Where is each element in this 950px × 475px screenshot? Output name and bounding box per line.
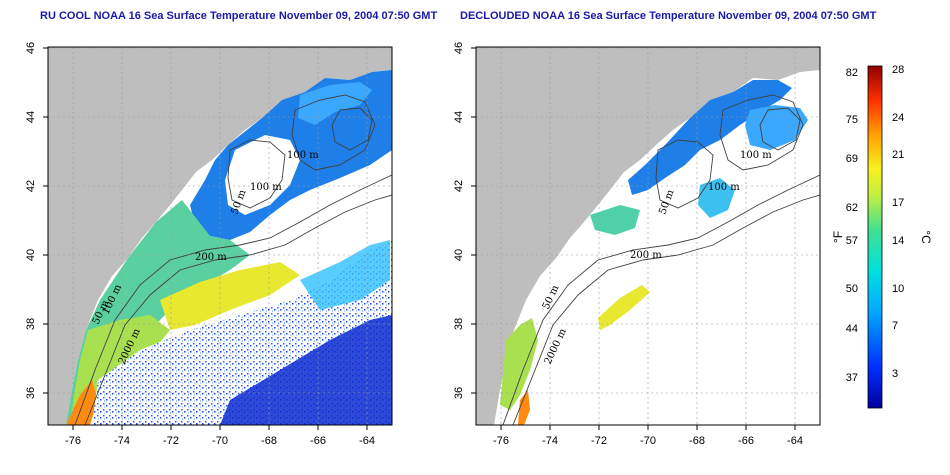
right-lon-label: -76	[493, 435, 509, 447]
left-map-sst-gulfstream	[66, 380, 98, 425]
right-map-sst-georges	[698, 178, 735, 218]
right-map-contours	[502, 94, 820, 425]
celsius-label: 7	[892, 320, 898, 332]
right-map-ticks	[471, 47, 796, 430]
celsius-label: 14	[892, 235, 904, 247]
right-map-sst-shelf-green	[590, 205, 640, 235]
left-lat-label: 44	[25, 111, 37, 123]
left-contour-label-2: 100 m	[250, 182, 282, 193]
left-map-grid	[48, 47, 392, 425]
right-contour-label-1: 100 m	[740, 150, 772, 161]
celsius-label: 3	[892, 368, 898, 380]
left-map-panel: 100 m 100 m 50 m 200 m 50 m 100 m 2000 m…	[25, 42, 393, 447]
right-map-sst-warm-patch	[598, 285, 650, 330]
right-map-grid	[476, 47, 820, 425]
right-lon-label: -70	[640, 435, 656, 447]
left-lon-label: -64	[359, 435, 375, 447]
left-map-title: RU COOL NOAA 16 Sea Surface Temperature …	[40, 10, 438, 22]
fahrenheit-label: 44	[846, 323, 858, 335]
left-lat-label: 42	[25, 180, 37, 192]
colorbar-celsius-scale: 28 24 21 17 14 10 7 3	[892, 64, 904, 380]
left-lat-label: 38	[25, 318, 37, 330]
right-map-land	[476, 47, 820, 425]
right-lat-label: 42	[453, 180, 465, 192]
right-map-sst-nova-scotia	[628, 80, 792, 195]
left-lon-label: -72	[163, 435, 179, 447]
left-lat-label: 46	[25, 42, 37, 54]
celsius-label: 10	[892, 283, 904, 295]
right-lon-label: -68	[689, 435, 705, 447]
right-map-sst-slope-warm	[518, 390, 530, 425]
right-contour-label-4: 200 m	[630, 250, 662, 261]
right-lat-label: 46	[453, 42, 465, 54]
celsius-label: 28	[892, 64, 904, 76]
celsius-label: 17	[892, 197, 904, 209]
left-map-sst-bay-fundy	[298, 82, 372, 125]
right-contour-label-2: 100 m	[708, 182, 740, 193]
left-lon-label: -68	[261, 435, 277, 447]
fahrenheit-unit-label: °F	[831, 231, 845, 243]
left-lat-axis: 46 44 42 40 38 36	[25, 42, 37, 399]
fahrenheit-label: 82	[846, 67, 858, 79]
left-contour-label-1: 100 m	[287, 150, 319, 161]
left-lon-label: -74	[114, 435, 130, 447]
left-map-contours	[74, 94, 392, 425]
left-map-ticks	[43, 47, 368, 430]
left-lon-label: -70	[212, 435, 228, 447]
fahrenheit-label: 57	[846, 235, 858, 247]
right-lat-label: 44	[453, 111, 465, 123]
left-map-sst-cool-patch	[300, 240, 390, 310]
temperature-colorbar: 82 75 69 62 57 50 44 37 28 24 21 17 14 1…	[831, 64, 933, 409]
left-map-land	[48, 47, 392, 425]
right-lon-label: -64	[787, 435, 803, 447]
colorbar-gradient	[867, 65, 883, 409]
fahrenheit-label: 75	[846, 114, 858, 126]
right-lon-label: -72	[591, 435, 607, 447]
right-lon-label: -74	[542, 435, 558, 447]
left-lat-label: 40	[25, 249, 37, 261]
right-map-sst-mid-atlantic	[500, 318, 538, 410]
right-map-title: DECLOUDED NOAA 16 Sea Surface Temperatur…	[460, 10, 877, 22]
right-lat-label: 38	[453, 318, 465, 330]
left-contour-label-4: 200 m	[195, 252, 227, 263]
fahrenheit-label: 69	[846, 153, 858, 165]
left-lon-axis: -76 -74 -72 -70 -68 -66 -64	[65, 435, 375, 447]
left-lon-label: -76	[65, 435, 81, 447]
right-lon-axis: -76 -74 -72 -70 -68 -66 -64	[493, 435, 803, 447]
right-map-sst-ns-shelf	[745, 105, 808, 150]
celsius-label: 24	[892, 112, 904, 124]
right-lat-label: 36	[453, 387, 465, 399]
colorbar-fahrenheit-scale: 82 75 69 62 57 50 44 37	[846, 67, 858, 384]
left-map-sst-georges-bank	[225, 135, 300, 215]
right-lon-label: -66	[738, 435, 754, 447]
fahrenheit-label: 37	[846, 372, 858, 384]
left-lat-label: 36	[25, 387, 37, 399]
right-lat-label: 40	[453, 249, 465, 261]
left-map-sst-deep-blue	[220, 315, 392, 425]
fahrenheit-label: 62	[846, 202, 858, 214]
celsius-label: 21	[892, 149, 904, 161]
celsius-unit-label: °C	[919, 230, 933, 244]
right-map-panel: 100 m 100 m 50 m 200 m 50 m 2000 m -76 -…	[453, 42, 821, 447]
left-lon-label: -66	[310, 435, 326, 447]
right-lat-axis: 46 44 42 40 38 36	[453, 42, 465, 399]
fahrenheit-label: 50	[846, 283, 858, 295]
left-map-sst-warm-band	[160, 262, 300, 330]
